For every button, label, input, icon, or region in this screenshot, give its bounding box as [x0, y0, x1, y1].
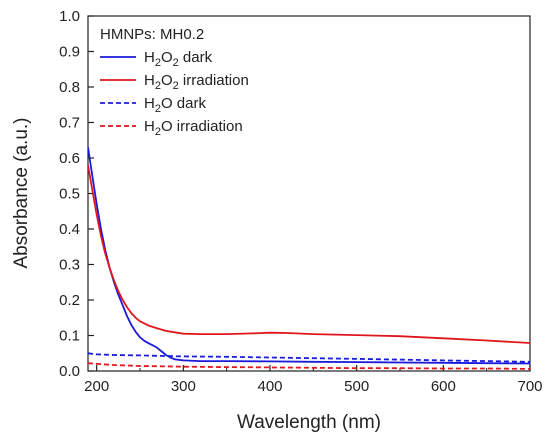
series-line-0	[88, 147, 530, 365]
legend-label-2: H2O dark	[144, 95, 206, 115]
y-tick-label: 0.1	[59, 328, 80, 345]
legend-label-3: H2O irradiation	[144, 118, 243, 138]
y-tick-label: 0.9	[59, 44, 80, 61]
x-axis: 200 300 400 500 600 700	[84, 365, 543, 395]
y-tick-label: 0.8	[59, 79, 80, 96]
legend: HMNPs: MH0.2 H2O2 dark H2O2 irradiation H2…	[100, 26, 249, 138]
plot-frame	[87, 15, 531, 372]
y-tick-label: 0.4	[59, 221, 80, 238]
y-tick-label: 0.5	[59, 186, 80, 203]
series-line-2	[88, 352, 530, 363]
y-tick-label: 0.7	[59, 115, 80, 132]
x-tick-label: 400	[257, 378, 282, 395]
x-tick-label: 300	[171, 378, 196, 395]
y-tick-label: 0.0	[59, 363, 80, 380]
y-tick-label: 0.2	[59, 292, 80, 309]
y-axis: 0.0 0.1 0.2 0.3 0.4 0.5 0.6 0.7 0.8 0.9 1.0	[59, 8, 94, 380]
x-tick-label: 500	[344, 378, 369, 395]
series-layer	[88, 147, 530, 370]
series-line-3	[88, 362, 530, 370]
y-axis-title: Absorbance (a.u.)	[11, 117, 32, 268]
legend-label-1: H2O2 irradiation	[144, 72, 249, 92]
legend-label-0: H2O2 dark	[144, 49, 213, 69]
y-tick-label: 0.6	[59, 150, 80, 167]
y-tick-label: 1.0	[59, 8, 80, 25]
y-tick-label: 0.3	[59, 257, 80, 274]
x-tick-label: 200	[84, 378, 109, 395]
x-tick-label: 700	[517, 378, 542, 395]
x-axis-title: Wavelength (nm)	[237, 412, 381, 433]
chart-title: HMNPs: MH0.2	[100, 26, 204, 43]
series-line-1	[88, 164, 530, 344]
x-tick-label: 600	[431, 378, 456, 395]
